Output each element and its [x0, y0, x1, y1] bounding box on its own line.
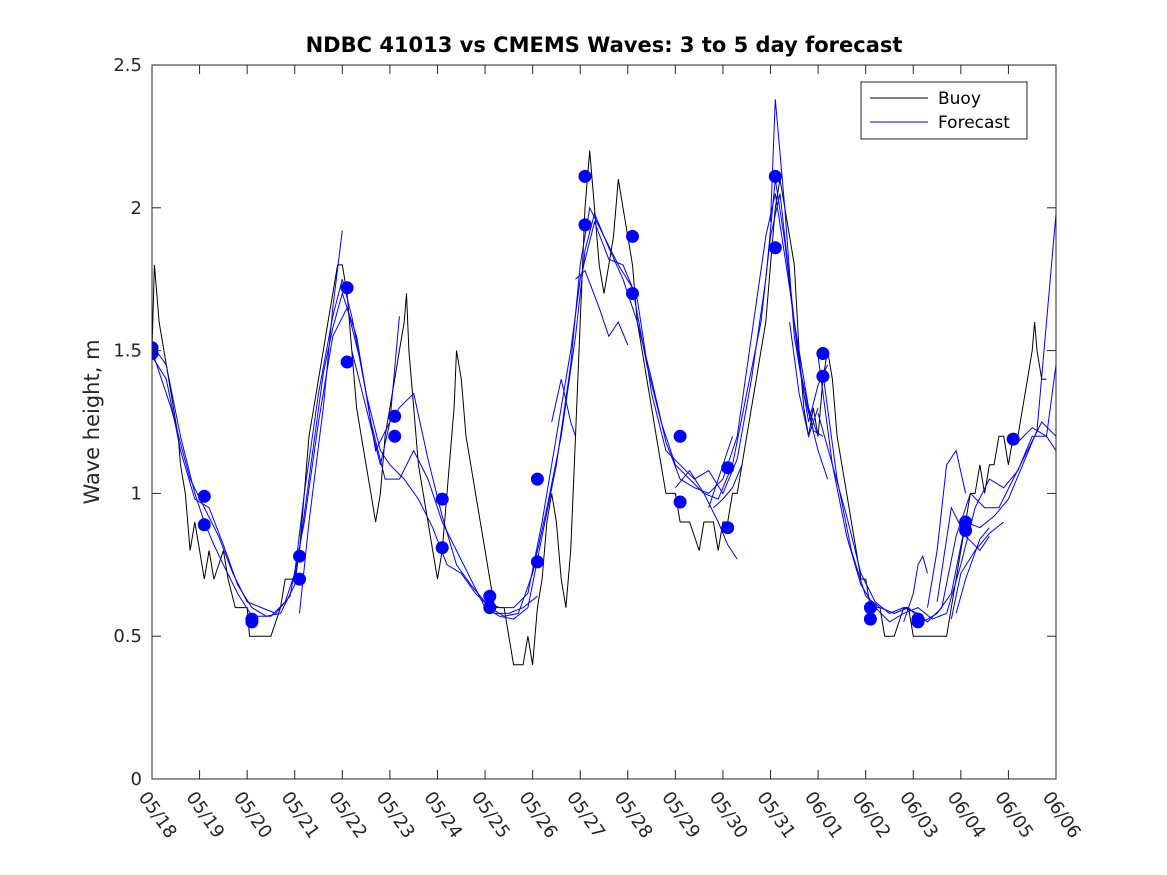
- forecast-marker-17: [530, 472, 544, 486]
- forecast-marker-12: [388, 429, 402, 443]
- forecast-marker-15: [483, 589, 497, 603]
- forecast-line-12: [770, 99, 829, 423]
- forecast-line-19: [927, 449, 967, 608]
- forecast-marker-18: [530, 555, 544, 569]
- forecast-marker-20: [578, 218, 592, 232]
- forecast-line-10: [713, 464, 743, 509]
- forecast-line-5: [351, 316, 400, 465]
- forecast-line-9: [675, 469, 738, 560]
- forecast-marker-23: [673, 429, 687, 443]
- forecast-marker-13: [435, 492, 449, 506]
- series-layer: [152, 99, 1056, 666]
- legend: Buoy Forecast: [860, 81, 1028, 140]
- legend-forecast-label: Forecast: [938, 113, 1010, 133]
- forecast-marker-36: [959, 524, 973, 537]
- forecast-marker-29: [816, 347, 830, 360]
- y-tick-label: 0.5: [113, 626, 142, 647]
- forecast-line-22: [1017, 427, 1056, 451]
- forecast-line-6: [494, 595, 538, 614]
- forecast-marker-25: [721, 461, 735, 475]
- forecast-marker-22: [626, 287, 639, 300]
- buoy-line: [152, 150, 1047, 666]
- y-tick-label: 1: [131, 483, 142, 504]
- forecast-marker-24: [673, 495, 687, 509]
- forecast-marker-16: [483, 601, 497, 615]
- forecast-marker-19: [578, 169, 592, 183]
- y-tick-label: 1.5: [113, 341, 142, 362]
- forecast-line-7: [551, 379, 576, 437]
- forecast-line-8: [575, 269, 629, 346]
- y-tick-label: 2.5: [113, 55, 142, 76]
- forecast-marker-37: [1006, 432, 1020, 446]
- forecast-line-15: [822, 213, 1056, 623]
- forecast-marker-8: [293, 572, 306, 586]
- forecast-line-3: [152, 179, 824, 615]
- forecast-line-17: [903, 554, 928, 623]
- forecast-line-20: [950, 521, 1005, 620]
- forecast-marker-34: [911, 615, 925, 629]
- plot-area: [152, 65, 1056, 779]
- forecast-line-16: [817, 413, 1056, 623]
- forecast-marker-32: [863, 612, 877, 626]
- forecast-marker-11: [388, 409, 402, 423]
- y-tick-label: 0: [131, 769, 142, 790]
- legend-buoy-label: Buoy: [938, 89, 981, 109]
- forecast-line-4: [299, 230, 343, 614]
- axes-box: [151, 64, 1057, 780]
- forecast-line-13: [789, 321, 819, 439]
- forecast-marker-30: [816, 369, 830, 383]
- forecast-marker-7: [293, 549, 306, 563]
- forecast-marker-4: [197, 518, 211, 532]
- y-tick-label: 2: [131, 198, 142, 219]
- forecast-marker-14: [435, 541, 449, 555]
- chart-title: NDBC 41013 vs CMEMS Waves: 3 to 5 day fo…: [306, 33, 903, 57]
- legend-box: [860, 81, 1028, 140]
- forecast-marker-28: [768, 241, 782, 255]
- forecast-marker-3: [197, 489, 211, 503]
- forecast-marker-6: [245, 615, 259, 629]
- forecast-marker-31: [863, 601, 877, 615]
- forecast-marker-9: [340, 281, 354, 295]
- forecast-marker-27: [768, 169, 782, 183]
- forecast-marker-21: [626, 229, 639, 243]
- y-axis-label: Wave height, m: [80, 339, 104, 504]
- forecast-marker-10: [340, 355, 354, 369]
- forecast-marker-26: [721, 521, 735, 535]
- forecast-line-21: [955, 527, 990, 614]
